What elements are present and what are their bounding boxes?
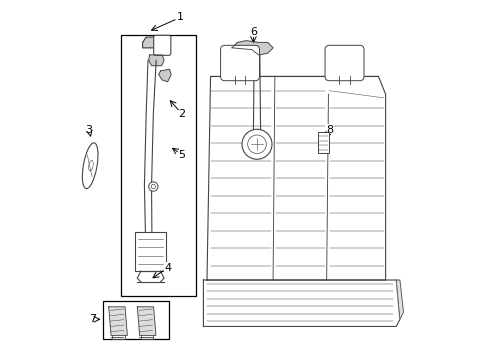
Bar <box>121 35 196 296</box>
Circle shape <box>242 129 271 159</box>
Text: 5: 5 <box>178 150 185 160</box>
Ellipse shape <box>82 143 98 189</box>
Polygon shape <box>108 307 127 336</box>
Bar <box>317 132 328 153</box>
Text: 4: 4 <box>164 262 171 273</box>
Bar <box>103 301 169 339</box>
Polygon shape <box>142 37 160 48</box>
Text: 8: 8 <box>326 125 333 135</box>
Bar <box>135 232 165 271</box>
Circle shape <box>148 182 158 191</box>
Text: 2: 2 <box>178 109 185 119</box>
Polygon shape <box>137 307 156 336</box>
Text: 3: 3 <box>85 125 92 135</box>
Text: 6: 6 <box>249 27 256 37</box>
FancyBboxPatch shape <box>153 35 170 55</box>
FancyBboxPatch shape <box>220 45 259 81</box>
Polygon shape <box>148 55 163 66</box>
Text: 1: 1 <box>176 13 183 22</box>
Circle shape <box>151 184 155 189</box>
FancyBboxPatch shape <box>325 45 363 81</box>
Polygon shape <box>231 41 272 55</box>
Polygon shape <box>395 280 403 319</box>
Text: 7: 7 <box>89 314 96 324</box>
Polygon shape <box>159 69 171 82</box>
